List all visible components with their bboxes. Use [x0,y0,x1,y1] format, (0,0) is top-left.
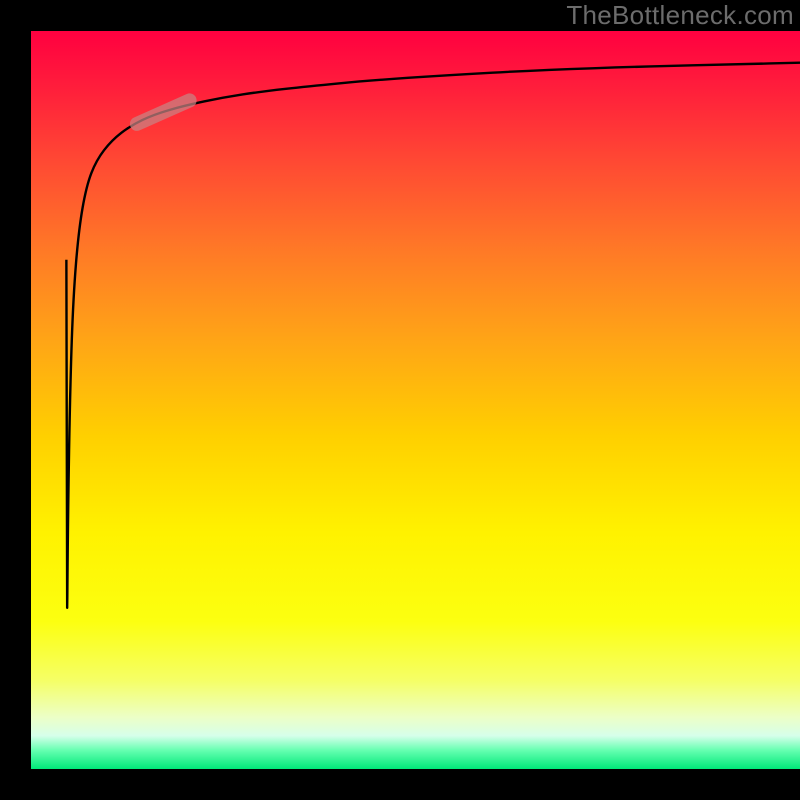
chart-container: TheBottleneck.com [0,0,800,800]
chart-svg [0,0,800,800]
plot-background [31,31,800,769]
watermark-text: TheBottleneck.com [566,0,794,31]
